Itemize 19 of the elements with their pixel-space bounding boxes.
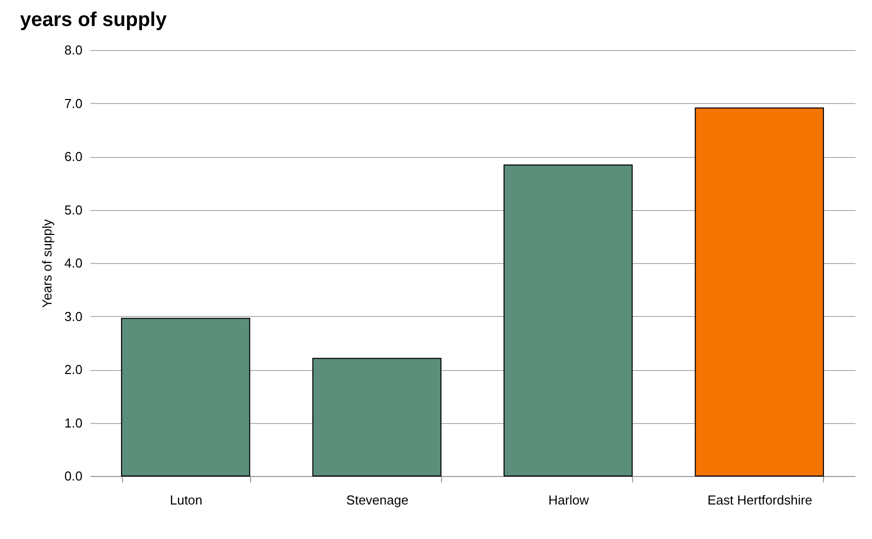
y-tick-label: 3.0 (64, 308, 82, 324)
chart-title: years of supply (20, 9, 168, 31)
y-tick-label: 4.0 (64, 256, 82, 270)
y-tick-label: 1.0 (64, 415, 82, 430)
x-tick-label: Harlow (548, 492, 590, 508)
y-tick-label: 0.0 (64, 468, 82, 484)
y-tick-label: 2.0 (64, 362, 82, 377)
y-axis-title: Years of supply (39, 218, 54, 308)
y-tick-label: 7.0 (64, 96, 82, 111)
y-tick-label: 5.0 (64, 202, 82, 218)
y-tick-label: 6.0 (64, 149, 82, 164)
x-tick-label: Luton (170, 492, 202, 508)
x-tick-label: East Hertfordshire (707, 492, 812, 508)
x-tick-label: Stevenage (346, 492, 408, 508)
bar (694, 108, 824, 476)
bar (312, 358, 442, 476)
bar (121, 318, 250, 476)
y-tick-label: 8.0 (64, 42, 82, 58)
bar (504, 164, 633, 476)
